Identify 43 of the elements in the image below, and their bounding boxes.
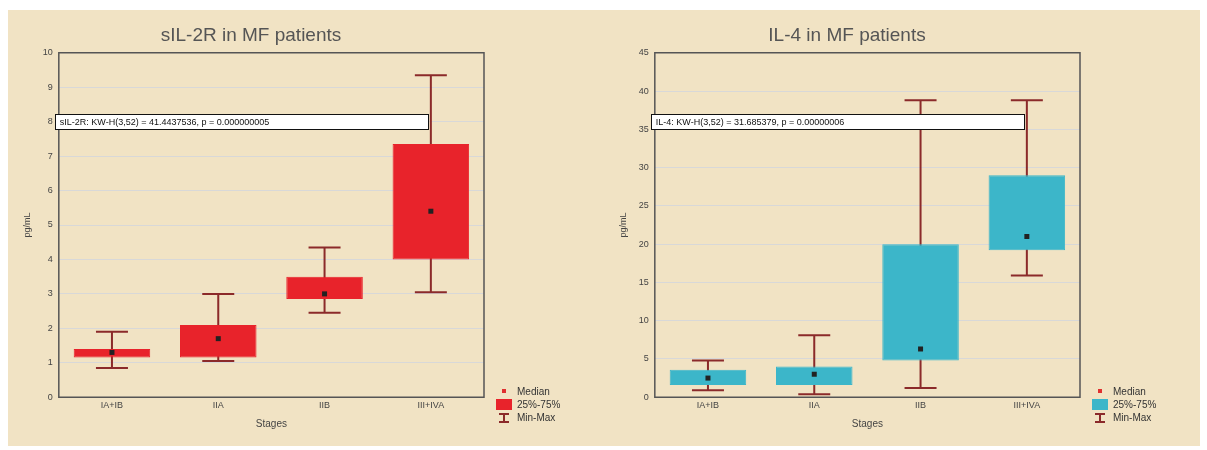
y-tick-label: 40 — [638, 85, 649, 96]
x-tick-label: IIA — [212, 400, 224, 411]
chart-title: sIL-2R in MF patients — [160, 23, 342, 45]
y-tick-label: 5 — [643, 353, 649, 364]
text: Min-Max — [517, 411, 556, 425]
text: Median — [1113, 385, 1146, 399]
x-tick-label: IIB — [915, 400, 927, 411]
y-axis-title: pg/mL — [21, 212, 32, 238]
y-tick-label: 2 — [47, 322, 53, 333]
x-tick-label: III+IVA — [417, 400, 445, 411]
y-tick-label: 9 — [47, 81, 53, 92]
x-tick-label: IIA — [808, 400, 820, 411]
y-tick-label: 30 — [638, 162, 649, 173]
y-tick-label: 3 — [47, 288, 53, 299]
y-tick-label: 10 — [42, 47, 53, 58]
y-tick-label: 5 — [47, 219, 53, 230]
text: 25%-75% — [517, 398, 561, 412]
text: Median — [517, 385, 550, 399]
y-tick-label: 10 — [638, 315, 649, 326]
y-tick-label: 8 — [47, 116, 53, 127]
x-axis-title: Stages — [851, 417, 883, 429]
x-tick-label: IA+IB — [100, 400, 124, 411]
y-tick-label: 15 — [638, 276, 649, 287]
y-tick-label: 7 — [47, 150, 53, 161]
x-tick-label: IIB — [319, 400, 331, 411]
y-tick-label: 6 — [47, 185, 53, 196]
text-box: IL-4: KW-H(3,52) = 31.685379, p = 0.00000006 — [650, 113, 1025, 130]
y-tick-label: 4 — [47, 253, 53, 264]
chart-title: IL-4 in MF patients — [768, 23, 926, 45]
text-box: sIL-2R: KW-H(3,52) = 41.4437536, p = 0.000000005 — [54, 113, 429, 130]
x-axis-title: Stages — [255, 417, 287, 429]
y-tick-label: 20 — [638, 238, 649, 249]
y-tick-label: 0 — [643, 391, 649, 402]
y-tick-label: 25 — [638, 200, 649, 211]
text: Min-Max — [1113, 411, 1152, 425]
text: 25%-75% — [1113, 398, 1157, 412]
x-tick-label: III+IVA — [1013, 400, 1041, 411]
y-tick-label: 0 — [47, 391, 53, 402]
x-tick-label: IA+IB — [696, 400, 720, 411]
y-tick-label: 1 — [47, 357, 53, 368]
y-tick-label: 35 — [638, 123, 649, 134]
y-tick-label: 45 — [638, 47, 649, 58]
y-axis-title: pg/mL — [617, 212, 628, 238]
